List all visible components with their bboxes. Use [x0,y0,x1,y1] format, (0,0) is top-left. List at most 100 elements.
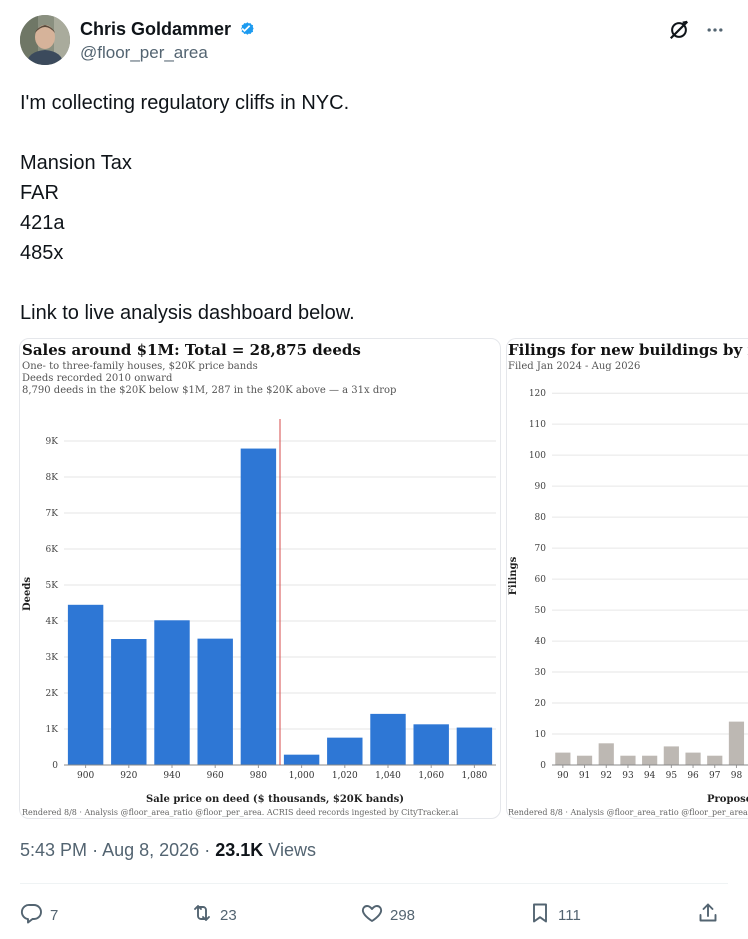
chart-title: Filings for new buildings by nu [508,341,748,359]
bar [555,752,571,765]
x-tick-label: 94 [644,771,656,781]
avatar[interactable] [20,15,70,65]
meta-separator: · [92,840,99,860]
views-count: 23.1K [215,840,264,860]
reply-button[interactable]: 7 [20,898,58,932]
chart-subtitle: 8,790 deeds in the $20K below $1M, 287 i… [22,385,396,396]
y-tick-label: 4K [46,617,59,627]
share-icon [696,901,720,929]
more-icon[interactable] [702,17,728,43]
y-tick-label: 3K [46,653,59,663]
share-button[interactable] [696,898,720,932]
x-tick-label: 1,000 [289,771,315,781]
bar [154,620,190,765]
reply-count: 7 [50,906,59,924]
chart-subtitle: Deeds recorded 2010 onward [22,373,173,384]
bar [197,638,233,765]
bar [685,752,701,765]
tweet-line [20,118,720,148]
x-tick-label: 1,020 [332,771,358,781]
y-tick-label: 0 [52,761,58,771]
chart-filings-new-buildings: Filings for new buildings by nu Filed Jan… [508,341,748,817]
action-bar: 7 23 298 111 [20,898,728,932]
chart-card-filings[interactable]: Filings for new buildings by nu Filed Jan… [506,338,748,819]
y-tick-label: 40 [535,637,547,647]
author-handle[interactable]: @floor_per_area [80,43,208,62]
bookmark-icon [528,901,552,929]
bar [456,727,493,765]
bookmark-count: 111 [558,906,581,924]
y-tick-label: 2K [46,689,59,699]
x-tick-label: 90 [557,771,569,781]
bar [598,743,614,765]
x-tick-label: 92 [601,771,612,781]
x-tick-label: 96 [687,771,699,781]
bar [413,724,449,765]
tweet-line: I'm collecting regulatory cliffs in NYC. [20,92,350,114]
y-tick-label: 20 [535,699,547,709]
y-tick-label: 30 [535,668,547,678]
y-tick-label: 0 [540,761,546,771]
y-tick-label: 100 [529,451,546,461]
like-button[interactable]: 298 [360,898,415,932]
views-label: Views [268,840,316,860]
x-tick-label: 960 [207,771,224,781]
chart-sales-around-1m: Sales around $1M: Total = 28,875 deeds On… [22,341,496,817]
y-tick-label: 7K [46,509,59,519]
x-tick-label: 940 [163,771,180,781]
y-tick-label: 120 [529,389,546,399]
author-name[interactable]: Chris Goldammer [80,18,232,39]
y-axis-label: Deeds [22,577,33,611]
chart-subtitle: One- to three-family houses, $20K price … [22,361,258,372]
chart-card-sales[interactable]: Sales around $1M: Total = 28,875 deeds On… [19,338,501,819]
tweet-line: FAR [20,182,59,204]
bar [327,737,363,765]
x-tick-label: 1,060 [418,771,444,781]
chart-title: Sales around $1M: Total = 28,875 deeds [22,341,361,359]
x-axis-label: Propose [707,794,748,805]
y-axis-label: Filings [508,556,519,595]
tweet-header: Chris Goldammer @floor_per_area [20,15,728,67]
retweet-count: 23 [220,906,237,924]
tweet-line: Mansion Tax [20,152,132,174]
bookmark-button[interactable]: 111 [528,898,581,932]
verified-badge-icon [235,18,257,40]
bar [111,639,147,765]
tweet-media: Sales around $1M: Total = 28,875 deeds On… [19,338,748,820]
tweet-line: 421a [20,212,65,234]
retweet-icon [190,901,214,929]
tweet-line [20,268,720,298]
x-tick-label: 920 [120,771,137,781]
x-tick-label: 98 [731,771,743,781]
y-tick-label: 1K [46,725,59,735]
reply-icon [20,901,44,929]
x-tick-label: 1,040 [375,771,401,781]
tweet-date[interactable]: Aug 8, 2026 [102,840,200,860]
x-axis-label: Sale price on deed ($ thousands, $20K ba… [146,794,404,805]
y-tick-label: 8K [46,473,59,483]
bar [67,604,104,765]
chart-subtitle: Filed Jan 2024 - Aug 2026 [508,361,640,372]
x-tick-label: 93 [622,771,634,781]
x-tick-label: 980 [250,771,267,781]
meta-separator: · [204,840,211,860]
y-tick-label: 110 [529,420,546,430]
x-tick-label: 95 [666,771,678,781]
chart-footer: Rendered 8/8 · Analysis @floor_area_rati… [22,808,459,817]
tweet-time[interactable]: 5:43 PM [20,840,88,860]
bar [642,755,658,765]
y-tick-label: 5K [46,581,59,591]
like-icon [360,901,384,929]
x-tick-label: 900 [77,771,94,781]
bar [728,721,745,765]
x-tick-label: 91 [579,771,590,781]
y-tick-label: 9K [46,437,59,447]
y-tick-label: 50 [535,606,547,616]
y-tick-label: 60 [535,575,547,585]
grok-icon[interactable] [666,17,692,43]
bar [663,746,679,765]
bar [240,448,277,765]
like-count: 298 [390,906,416,924]
retweet-button[interactable]: 23 [190,898,237,932]
y-tick-label: 70 [535,544,547,554]
